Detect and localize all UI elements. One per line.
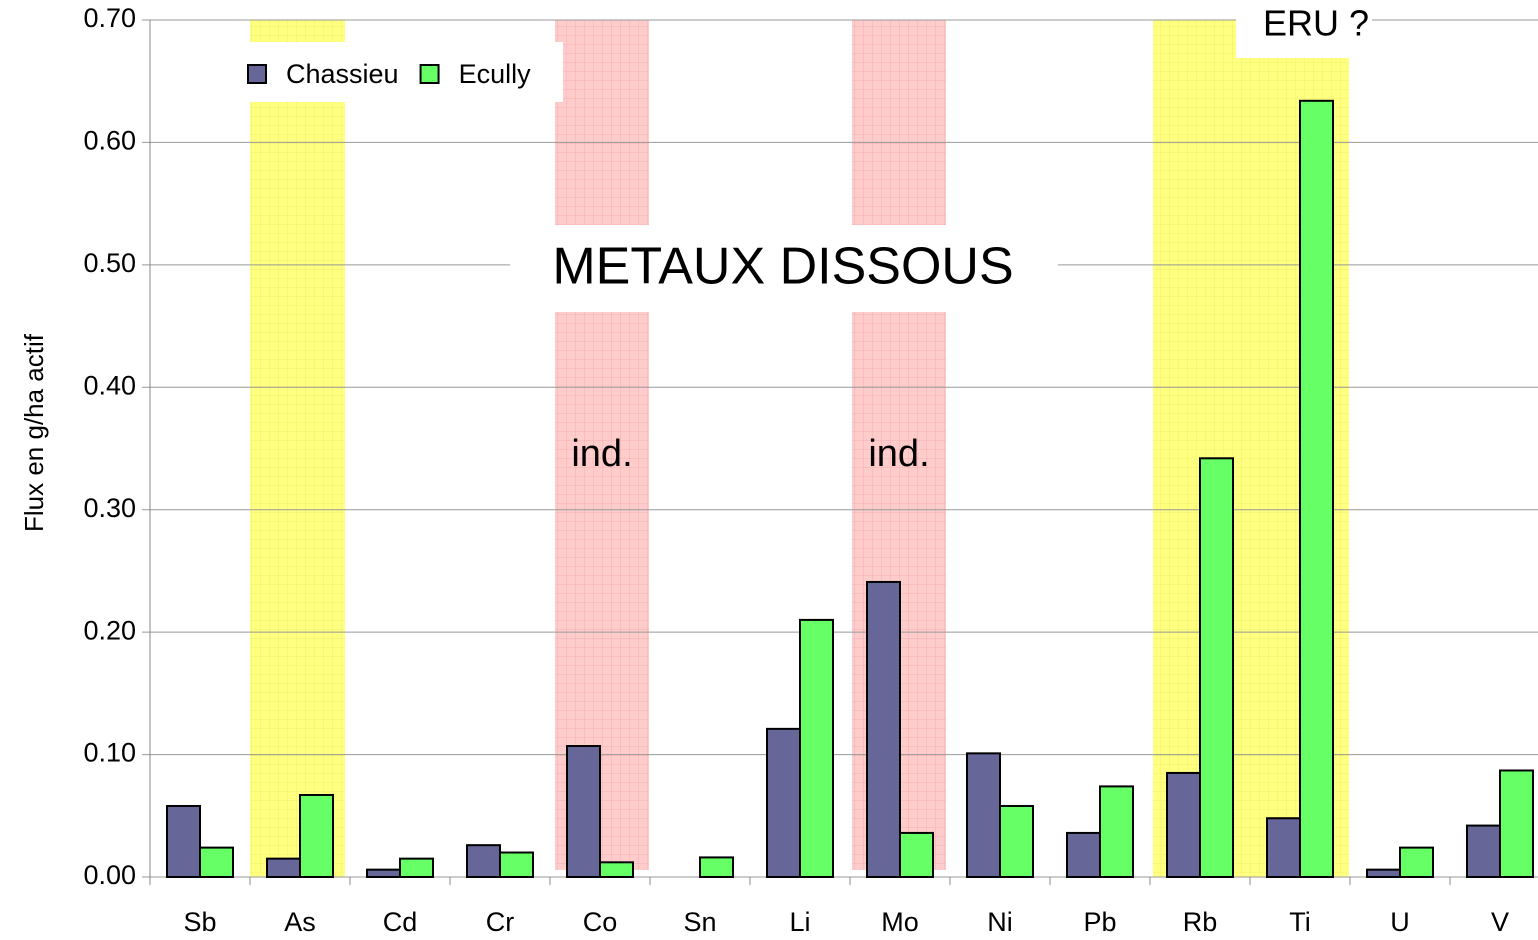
y-tick-label: 0.70 xyxy=(83,3,136,33)
bar xyxy=(1399,846,1434,878)
bar xyxy=(299,793,334,878)
bar xyxy=(199,846,234,878)
annotation: ind. xyxy=(571,433,632,475)
highlight-band xyxy=(555,20,649,225)
annotation: ERU ? xyxy=(1263,3,1369,44)
x-tick-label: U xyxy=(1390,907,1410,937)
bar xyxy=(466,844,501,879)
legend-box xyxy=(240,42,563,102)
x-tick-label: Cd xyxy=(383,907,418,937)
x-tick-label: Ni xyxy=(987,907,1013,937)
highlight-band xyxy=(250,20,345,877)
y-axis-label: Flux en g/ha actif xyxy=(19,333,49,532)
x-tick-label: Cr xyxy=(486,907,515,937)
annotation-box xyxy=(1236,0,1372,58)
x-tick-label: Sn xyxy=(683,907,716,937)
x-tick-label: Sb xyxy=(183,907,216,937)
legend-label: Ecully xyxy=(459,59,532,89)
bar xyxy=(899,831,934,879)
annotation-box xyxy=(510,228,1058,310)
y-tick-label: 0.50 xyxy=(83,248,136,278)
bar xyxy=(1066,831,1101,879)
y-tick-label: 0.30 xyxy=(83,493,136,523)
highlight-band xyxy=(852,20,946,225)
bar xyxy=(966,752,1001,879)
bar xyxy=(566,745,601,878)
x-tick-label: Ti xyxy=(1289,907,1311,937)
x-tick-label: Co xyxy=(583,907,618,937)
bar xyxy=(166,804,201,879)
x-tick-label: Pb xyxy=(1083,907,1116,937)
y-tick-label: 0.20 xyxy=(83,615,136,645)
bar xyxy=(1299,99,1334,878)
bar xyxy=(1366,868,1401,879)
bar xyxy=(399,857,434,879)
bar xyxy=(1199,457,1234,878)
bar xyxy=(1266,817,1301,879)
bar xyxy=(699,856,734,879)
x-tick-label: Rb xyxy=(1183,907,1218,937)
bar xyxy=(1466,824,1501,879)
bar xyxy=(799,618,834,879)
y-tick-label: 0.10 xyxy=(83,738,136,768)
x-tick-label: Li xyxy=(789,907,810,937)
x-tick-label: As xyxy=(284,907,316,937)
bar xyxy=(999,804,1034,879)
bar xyxy=(599,861,634,879)
legend-label: Chassieu xyxy=(286,59,399,89)
bar xyxy=(866,580,901,878)
legend-swatch xyxy=(419,64,440,84)
annotation: METAUX DISSOUS xyxy=(552,238,1013,296)
y-tick-label: 0.00 xyxy=(83,860,136,890)
legend-swatch xyxy=(247,64,267,84)
x-tick-label: Mo xyxy=(881,907,919,937)
bar xyxy=(1166,771,1201,879)
bar xyxy=(266,857,301,879)
bar xyxy=(1499,769,1534,878)
y-tick-label: 0.60 xyxy=(83,126,136,156)
bar xyxy=(499,851,534,878)
x-tick-label: V xyxy=(1491,907,1509,937)
y-tick-label: 0.40 xyxy=(83,370,136,400)
bar xyxy=(1099,785,1134,878)
bar xyxy=(766,727,801,879)
bar xyxy=(366,868,401,879)
annotation: ind. xyxy=(868,433,929,475)
